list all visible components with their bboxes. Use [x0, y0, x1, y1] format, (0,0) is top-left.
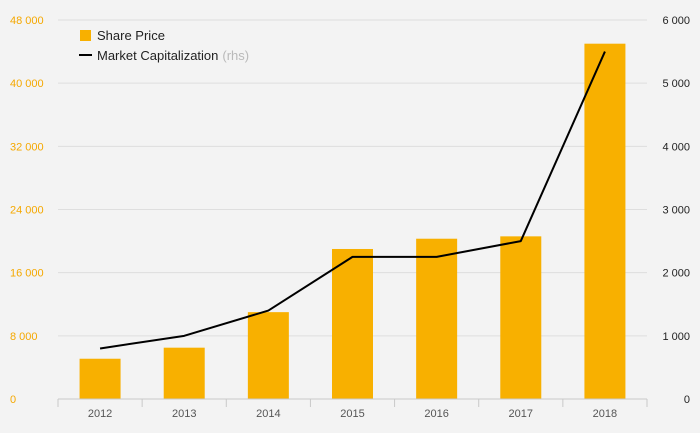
- bar-share-price-2015: [332, 248, 373, 399]
- left-y-tick-label: 8 000: [10, 331, 38, 343]
- legend-label-market-cap-name: Market Capitalization: [97, 48, 218, 63]
- bar-share-price-2017: [500, 236, 542, 399]
- x-tick-label: 2015: [340, 408, 364, 420]
- left-y-tick-label: 16 000: [10, 268, 44, 280]
- left-y-tick-label: 32 000: [10, 141, 44, 153]
- left-y-tick-label: 0: [10, 394, 16, 406]
- x-tick-label: 2012: [88, 408, 112, 420]
- legend-label-rhs: (rhs): [222, 48, 249, 63]
- left-y-tick-label: 24 000: [10, 205, 44, 217]
- x-axis-ticks: 2012 2013 2014 2015 2016 2017 2018: [88, 408, 617, 420]
- bar-share-price-2016: [416, 238, 458, 399]
- gridlines: [58, 19, 647, 337]
- bar-share-price-2012: [79, 358, 121, 399]
- legend-label-share-price: Share Price: [97, 28, 165, 43]
- right-y-tick-label: 4 000: [662, 141, 690, 153]
- right-y-tick-label: 5 000: [662, 78, 690, 90]
- bar-share-price-2013: [163, 347, 205, 399]
- x-tick-label: 2017: [509, 408, 533, 420]
- legend-label-market-cap: Market Capitalization (rhs): [97, 48, 249, 63]
- right-y-tick-label: 0: [684, 394, 690, 406]
- right-y-tick-label: 1 000: [662, 331, 690, 343]
- x-axis: [57, 398, 648, 407]
- right-y-axis: 0 1 000 2 000 3 000 4 000 5 000 6 000: [662, 15, 690, 406]
- x-tick-label: 2013: [172, 408, 196, 420]
- right-y-tick-label: 3 000: [662, 205, 690, 217]
- x-tick-label: 2018: [593, 408, 617, 420]
- legend-swatch-share-price: [80, 30, 91, 41]
- x-tick-label: 2014: [256, 408, 280, 420]
- left-y-tick-label: 48 000: [10, 15, 44, 27]
- market-cap-line-group: [99, 51, 606, 350]
- bar-share-price-2018: [584, 43, 626, 399]
- left-y-axis: 0 8 000 16 000 24 000 32 000 40 000 48 000: [10, 15, 44, 406]
- market-cap-line: [99, 51, 606, 350]
- bars: [79, 43, 626, 399]
- right-y-tick-label: 6 000: [662, 15, 690, 27]
- right-y-tick-label: 2 000: [662, 268, 690, 280]
- legend: Share Price Market Capitalization (rhs): [79, 28, 249, 63]
- x-tick-label: 2016: [424, 408, 448, 420]
- left-y-tick-label: 40 000: [10, 78, 44, 90]
- bar-share-price-2014: [247, 312, 289, 399]
